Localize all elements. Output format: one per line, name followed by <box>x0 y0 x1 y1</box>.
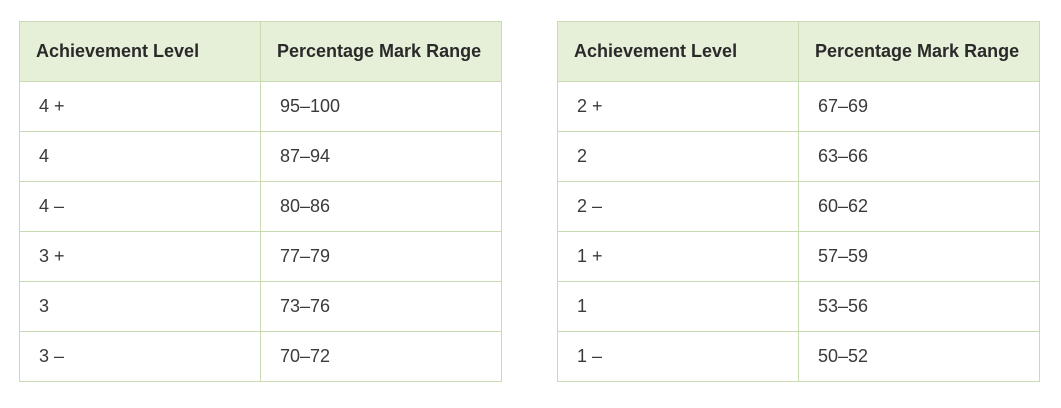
percentage-range-cell: 67–69 <box>799 82 1040 132</box>
table-row: 3 73–76 <box>20 282 502 332</box>
table-row: 2 63–66 <box>558 132 1040 182</box>
percentage-range-cell: 57–59 <box>799 232 1040 282</box>
percentage-range-cell: 73–76 <box>261 282 502 332</box>
percentage-range-cell: 50–52 <box>799 332 1040 382</box>
achievement-level-cell: 4 – <box>20 182 261 232</box>
percentage-range-cell: 53–56 <box>799 282 1040 332</box>
table-row: 2 – 60–62 <box>558 182 1040 232</box>
table-row: 2 + 67–69 <box>558 82 1040 132</box>
achievement-level-cell: 3 + <box>20 232 261 282</box>
achievement-level-cell: 2 + <box>558 82 799 132</box>
achievement-level-cell: 1 <box>558 282 799 332</box>
table-header-row: Achievement Level Percentage Mark Range <box>20 22 502 82</box>
percentage-range-cell: 95–100 <box>261 82 502 132</box>
achievement-table-low: Achievement Level Percentage Mark Range … <box>557 21 1040 382</box>
achievement-level-cell: 1 – <box>558 332 799 382</box>
table-row: 4 + 95–100 <box>20 82 502 132</box>
achievement-level-cell: 4 + <box>20 82 261 132</box>
header-achievement-level: Achievement Level <box>558 22 799 82</box>
header-percentage-mark-range: Percentage Mark Range <box>799 22 1040 82</box>
header-percentage-mark-range: Percentage Mark Range <box>261 22 502 82</box>
percentage-range-cell: 80–86 <box>261 182 502 232</box>
percentage-range-cell: 87–94 <box>261 132 502 182</box>
table-row: 4 87–94 <box>20 132 502 182</box>
table-row: 3 – 70–72 <box>20 332 502 382</box>
achievement-level-cell: 1 + <box>558 232 799 282</box>
achievement-level-cell: 2 – <box>558 182 799 232</box>
table-row: 1 – 50–52 <box>558 332 1040 382</box>
header-achievement-level: Achievement Level <box>20 22 261 82</box>
table-row: 1 + 57–59 <box>558 232 1040 282</box>
percentage-range-cell: 63–66 <box>799 132 1040 182</box>
achievement-table-high: Achievement Level Percentage Mark Range … <box>19 21 502 382</box>
percentage-range-cell: 77–79 <box>261 232 502 282</box>
table-row: 3 + 77–79 <box>20 232 502 282</box>
table-header-row: Achievement Level Percentage Mark Range <box>558 22 1040 82</box>
achievement-level-cell: 4 <box>20 132 261 182</box>
achievement-level-cell: 3 <box>20 282 261 332</box>
percentage-range-cell: 70–72 <box>261 332 502 382</box>
achievement-level-cell: 2 <box>558 132 799 182</box>
achievement-level-cell: 3 – <box>20 332 261 382</box>
percentage-range-cell: 60–62 <box>799 182 1040 232</box>
table-row: 1 53–56 <box>558 282 1040 332</box>
table-row: 4 – 80–86 <box>20 182 502 232</box>
